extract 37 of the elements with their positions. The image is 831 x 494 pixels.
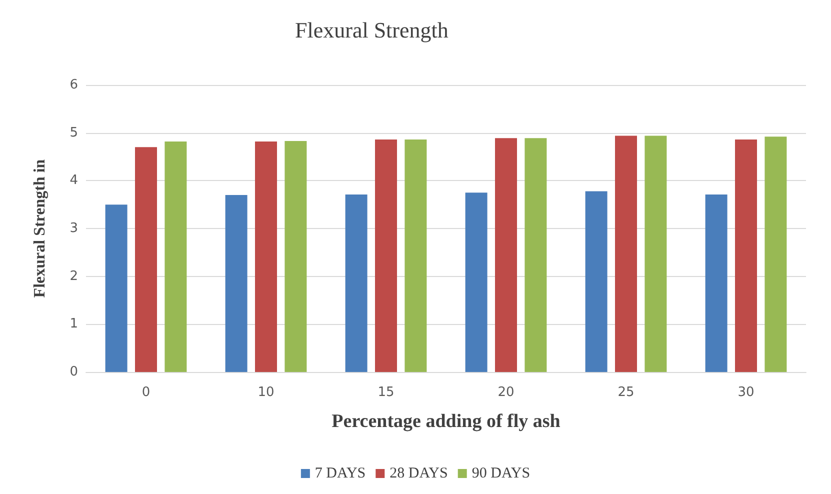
bar — [495, 138, 517, 372]
x-tick-label: 25 — [618, 385, 634, 400]
bar — [524, 138, 547, 372]
bar — [735, 140, 757, 372]
x-tick-label: 10 — [258, 385, 274, 400]
bar — [585, 191, 608, 372]
bar — [465, 192, 488, 372]
bar — [404, 140, 427, 372]
bar — [164, 141, 187, 372]
legend-label: 28 DAYS — [390, 466, 448, 482]
y-tick-label: 5 — [70, 125, 78, 140]
bar — [644, 136, 667, 372]
y-tick-label: 2 — [70, 268, 78, 284]
bar — [284, 140, 307, 372]
bar — [105, 204, 128, 372]
bar — [615, 136, 637, 372]
y-axis-title: Flexural Strength in — [32, 159, 48, 298]
x-tick-label: 20 — [498, 385, 514, 400]
bar — [375, 140, 397, 372]
legend-label: 90 DAYS — [472, 466, 530, 482]
y-tick-label: 6 — [70, 78, 78, 92]
y-tick-label: 0 — [70, 364, 78, 380]
bar — [255, 141, 277, 372]
x-tick-label: 0 — [142, 385, 150, 400]
bar — [705, 194, 728, 372]
x-tick-label: 30 — [738, 385, 754, 400]
bar — [345, 194, 368, 372]
bar — [225, 195, 248, 372]
legend-label: 7 DAYS — [314, 466, 366, 482]
y-tick-label: 1 — [70, 316, 78, 332]
y-tick-label: 4 — [70, 173, 78, 188]
x-axis-title: Percentage adding of fly ash — [332, 411, 561, 432]
chart-title: Flexural Strength — [295, 18, 448, 42]
bar — [764, 136, 787, 372]
y-tick-label: 3 — [70, 221, 78, 236]
bar — [135, 147, 157, 372]
x-tick-label: 15 — [378, 385, 394, 400]
